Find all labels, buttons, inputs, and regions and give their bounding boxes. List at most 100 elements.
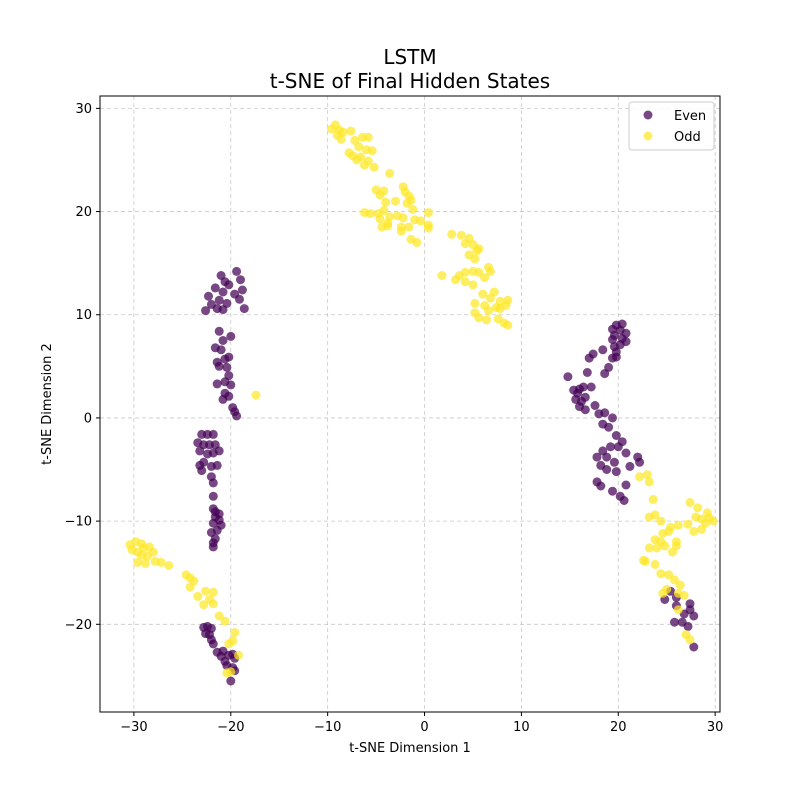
data-point-odd — [185, 582, 195, 592]
data-point-odd — [673, 520, 683, 530]
data-point-odd — [673, 605, 683, 615]
data-point-odd — [365, 209, 375, 219]
data-point-even — [224, 280, 234, 290]
data-point-odd — [360, 160, 369, 170]
chart-title: LSTM — [383, 45, 436, 69]
data-point-odd — [689, 526, 699, 536]
x-tick-label: −30 — [120, 720, 147, 735]
data-point-even — [608, 486, 617, 496]
data-point-even — [214, 446, 224, 456]
data-point-even — [635, 457, 645, 467]
series-odd — [125, 120, 718, 678]
data-point-odd — [234, 650, 243, 660]
data-point-even — [670, 617, 679, 627]
data-point-odd — [460, 239, 470, 249]
data-point-even — [586, 382, 596, 392]
data-point-odd — [683, 519, 693, 529]
data-point-odd — [495, 304, 505, 314]
data-point-even — [218, 305, 228, 315]
data-point-odd — [193, 591, 203, 601]
data-point-even — [600, 369, 610, 379]
data-point-odd — [156, 557, 166, 567]
data-point-odd — [482, 315, 491, 325]
data-point-even — [611, 467, 621, 477]
data-point-odd — [423, 208, 433, 218]
data-point-odd — [456, 230, 466, 240]
data-point-odd — [354, 142, 364, 152]
data-point-odd — [468, 266, 478, 276]
legend-label-odd: Odd — [674, 130, 701, 145]
data-point-even — [226, 331, 236, 341]
data-point-odd — [224, 639, 234, 649]
data-point-odd — [484, 306, 493, 316]
data-point-even — [621, 448, 631, 458]
chart-legend: Even Odd — [628, 101, 715, 151]
data-point-even — [619, 496, 629, 505]
data-point-odd — [336, 134, 346, 144]
data-point-odd — [412, 238, 422, 247]
data-point-odd — [656, 569, 666, 579]
data-point-odd — [470, 254, 480, 264]
data-point-odd — [230, 628, 240, 637]
data-point-even — [224, 391, 234, 401]
data-point-even — [584, 353, 594, 363]
data-point-odd — [474, 244, 484, 254]
y-tick-label: 0 — [84, 411, 92, 426]
data-point-odd — [660, 541, 670, 551]
y-tick-label: −20 — [65, 618, 92, 633]
data-point-even — [237, 285, 247, 295]
data-point-odd — [675, 580, 685, 590]
data-point-even — [232, 411, 242, 421]
data-point-odd — [671, 541, 681, 551]
data-point-even — [608, 335, 617, 344]
legend-marker-odd — [643, 131, 653, 141]
data-point-odd — [251, 390, 261, 400]
data-point-odd — [381, 197, 391, 207]
data-point-odd — [470, 298, 480, 308]
data-point-even — [580, 392, 590, 402]
data-point-odd — [383, 221, 393, 231]
data-point-odd — [644, 477, 654, 487]
data-point-odd — [468, 280, 478, 290]
data-point-odd — [375, 214, 385, 224]
data-point-odd — [708, 516, 718, 526]
data-point-even — [216, 345, 226, 355]
data-point-even — [208, 518, 218, 528]
data-point-even — [197, 466, 207, 476]
data-point-odd — [398, 213, 408, 223]
data-point-odd — [396, 226, 406, 236]
data-point-even — [596, 481, 606, 491]
data-point-even — [563, 372, 573, 382]
data-point-even — [611, 431, 621, 440]
y-tick-label: −10 — [65, 515, 92, 530]
data-point-even — [689, 642, 699, 652]
data-point-odd — [644, 543, 654, 553]
data-point-odd — [650, 510, 660, 520]
data-point-even — [590, 401, 600, 410]
data-point-even — [232, 266, 242, 276]
data-point-even — [569, 385, 579, 395]
data-point-even — [600, 408, 610, 418]
data-point-odd — [416, 216, 426, 226]
data-point-even — [602, 465, 612, 474]
data-point-even — [683, 621, 693, 631]
data-point-even — [598, 345, 608, 355]
data-point-odd — [199, 600, 209, 610]
data-point-even — [613, 442, 623, 452]
data-point-even — [208, 491, 218, 501]
data-point-odd — [408, 205, 418, 214]
data-point-odd — [648, 494, 658, 504]
data-point-odd — [404, 222, 414, 232]
data-point-odd — [208, 587, 218, 597]
data-point-odd — [697, 524, 707, 534]
data-point-odd — [474, 313, 484, 323]
data-point-even — [210, 283, 220, 293]
data-point-odd — [379, 186, 389, 196]
data-point-odd — [460, 277, 470, 287]
data-point-even — [208, 478, 218, 488]
data-point-odd — [693, 503, 703, 513]
data-point-odd — [220, 616, 230, 626]
data-point-odd — [685, 635, 695, 645]
plot-area-frame — [99, 95, 721, 713]
